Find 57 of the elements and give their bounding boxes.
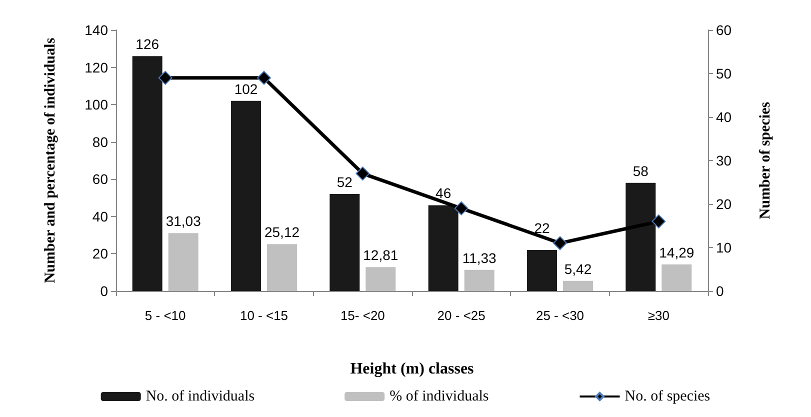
- y-tick-label: 20: [92, 246, 108, 262]
- y-tick-label: 0: [100, 283, 108, 299]
- point: [356, 166, 370, 181]
- data-label: 102: [234, 80, 258, 97]
- bar: [330, 194, 360, 291]
- legend-label: No. of individuals: [146, 388, 255, 404]
- data-label: 126: [136, 36, 160, 52]
- data-label: 58: [632, 162, 649, 179]
- x-tick-label: 5 - <10: [144, 308, 186, 323]
- x-tick-label: 25 - <30: [536, 308, 584, 323]
- x-tick-label: 20 - <25: [437, 308, 486, 323]
- legend-label: % of individuals: [390, 388, 489, 404]
- data-label: 12,81: [363, 247, 398, 264]
- bar: [231, 100, 261, 291]
- y2-tick-label: 30: [716, 152, 732, 168]
- y2-tick-label: 10: [716, 240, 732, 256]
- data-label: 14,29: [659, 244, 694, 260]
- y2-tick-label: 20: [716, 196, 732, 212]
- data-label: 31,03: [166, 213, 202, 230]
- data-label: 22: [534, 220, 550, 236]
- bar: [626, 182, 656, 291]
- bar: [267, 244, 297, 291]
- y2-tick-label: 60: [716, 22, 732, 38]
- data-label: 52: [336, 174, 353, 190]
- point: [652, 214, 666, 228]
- point: [454, 201, 468, 216]
- y2-tick-label: 0: [716, 283, 724, 299]
- y2-tick-label: 40: [716, 109, 732, 125]
- bar: [366, 267, 396, 291]
- point: [257, 70, 271, 85]
- y-axis-title: Number and percentage of individuals: [42, 38, 58, 284]
- y2-tick-label: 50: [716, 66, 732, 82]
- y-tick-label: 60: [92, 171, 108, 188]
- bar: [662, 264, 692, 291]
- bar: [132, 56, 162, 291]
- y-tick-label: 80: [92, 134, 108, 150]
- y-tick-label: 100: [84, 96, 108, 113]
- point: [158, 70, 172, 85]
- bar: [563, 280, 593, 291]
- x-tick-label: ≥30: [648, 308, 670, 323]
- y-tick-label: 120: [84, 59, 108, 76]
- y2-axis-title: Number of species: [758, 102, 774, 220]
- x-tick-label: 15- <20: [340, 308, 385, 323]
- bar: [428, 205, 458, 291]
- x-axis-title: Height (m) classes: [350, 360, 474, 378]
- bar: [168, 233, 198, 291]
- data-label: 46: [436, 185, 452, 202]
- point: [553, 236, 567, 250]
- data-label: 11,33: [462, 250, 497, 266]
- data-label: 5,42: [564, 260, 592, 277]
- bar: [527, 250, 557, 291]
- legend-label: No. of species: [624, 388, 710, 404]
- data-label: 25,12: [264, 224, 300, 240]
- y-tick-label: 40: [92, 208, 108, 224]
- bar: [464, 270, 494, 291]
- x-tick-label: 10 - <15: [240, 308, 288, 323]
- y-tick-label: 140: [84, 22, 108, 38]
